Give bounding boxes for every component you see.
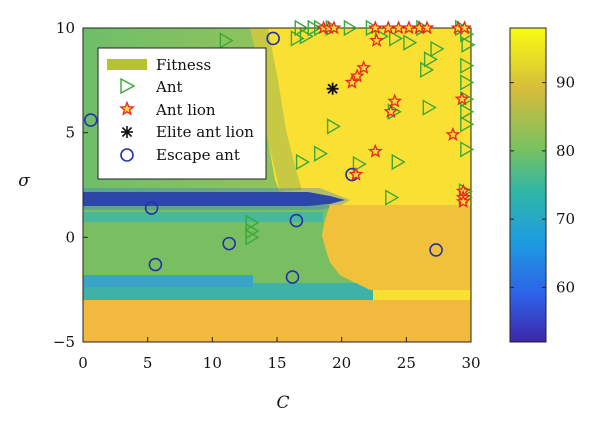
legend-ant-marker xyxy=(120,77,136,95)
region-orange-bottom xyxy=(83,300,471,342)
ant-lion-point xyxy=(348,166,364,181)
ant-point xyxy=(460,74,475,91)
y-axis-label: σ xyxy=(18,171,30,191)
ant-lion-point xyxy=(367,20,383,35)
escape-ant-point xyxy=(83,113,98,127)
legend-elite-label: Elite ant lion xyxy=(156,123,254,141)
ant-point xyxy=(423,51,439,68)
ant-point xyxy=(460,103,475,120)
ant-point xyxy=(313,145,329,162)
legend-fitness-patch xyxy=(107,59,147,70)
ant-lion-point xyxy=(344,74,360,89)
ant-point xyxy=(290,30,305,47)
escape-ant-point xyxy=(148,257,163,272)
ant-lion-point xyxy=(454,91,470,106)
ant-point xyxy=(294,19,309,37)
ant-lion-point xyxy=(445,126,461,142)
ant-lion-point xyxy=(419,20,435,35)
ant-point xyxy=(295,153,310,171)
ant-point xyxy=(219,32,234,49)
escape-ant-point xyxy=(285,270,300,284)
region-orange-right xyxy=(322,205,471,290)
ant-point xyxy=(299,28,314,45)
escape-ant-point xyxy=(429,243,443,257)
escape-ant-point xyxy=(266,31,280,46)
elite-ant-lion-point xyxy=(326,82,339,95)
ant-point xyxy=(391,153,406,171)
legend-escape-marker xyxy=(120,148,134,162)
legend-antlion-label: Ant lion xyxy=(155,101,216,119)
legend-antlion-marker xyxy=(119,100,135,116)
x-tick-label: 10 xyxy=(203,354,222,372)
legend-elite-marker xyxy=(121,126,133,138)
legend-escape-label: Escape ant xyxy=(156,146,240,164)
x-tick-label: 0 xyxy=(78,354,88,372)
ant-lion-point xyxy=(367,143,383,158)
ant-point xyxy=(420,61,435,79)
ant-point xyxy=(460,141,475,158)
ant-lion-point xyxy=(326,20,342,35)
region-blue-band xyxy=(83,275,253,287)
colorbar-tick-label: 90 xyxy=(556,74,575,92)
ant-point xyxy=(388,30,404,47)
ant-point xyxy=(326,118,342,135)
ant-point xyxy=(352,155,367,173)
x-tick-label: 25 xyxy=(397,354,416,372)
ant-lion-point xyxy=(387,93,403,108)
ant-lion-point xyxy=(369,32,384,47)
x-axis-label: C xyxy=(276,393,289,413)
ant-point xyxy=(460,57,475,74)
x-tick-label: 30 xyxy=(461,354,480,372)
escape-ant-point xyxy=(289,213,304,228)
ant-point xyxy=(403,34,418,51)
x-tick-label: 5 xyxy=(143,354,153,372)
escape-ant-point xyxy=(222,236,236,251)
ant-point xyxy=(245,229,260,246)
region-mid-blue xyxy=(83,188,350,210)
legend-fitness-label: Fitness xyxy=(156,56,211,74)
ant-point xyxy=(460,116,475,133)
ant-lion-point xyxy=(349,68,365,83)
ant-lion-point xyxy=(383,103,399,119)
markers xyxy=(83,19,476,284)
y-tick-label: 10 xyxy=(56,19,75,37)
ant-point xyxy=(461,36,476,53)
escape-ant-point xyxy=(144,201,159,215)
colorbar-tick-label: 60 xyxy=(556,278,575,296)
legend-ant-label: Ant xyxy=(155,78,183,96)
ant-point xyxy=(422,99,437,116)
colorbar-ticks: 60 70 80 90 xyxy=(510,74,575,296)
legend: Fitness Ant Ant lion Elite ant lion Esca… xyxy=(97,47,267,180)
x-tick-label: 20 xyxy=(332,354,351,372)
ant-lion-point xyxy=(356,59,372,75)
colorbar-gradient xyxy=(509,27,547,343)
y-axis: −5 0 5 10 xyxy=(53,19,88,351)
y-tick-label: 5 xyxy=(65,124,75,142)
x-axis: 0 5 10 15 20 25 30 xyxy=(78,337,481,372)
ant-lion-point xyxy=(457,20,472,35)
region-teal-1 xyxy=(83,212,323,222)
region-teal-2 xyxy=(83,283,373,300)
ant-point xyxy=(385,189,400,206)
y-tick-label: 0 xyxy=(65,228,75,246)
colorbar: 60 70 80 90 xyxy=(509,27,575,343)
x-tick-label: 15 xyxy=(267,354,286,372)
y-tick-label: −5 xyxy=(53,333,75,351)
colorbar-tick-label: 80 xyxy=(556,142,575,160)
ant-point xyxy=(343,19,358,37)
ant-point xyxy=(430,40,445,58)
legend-star-shape xyxy=(119,100,135,116)
ant-lion-point xyxy=(455,193,471,209)
colorbar-tick-label: 70 xyxy=(556,210,575,228)
ant-point xyxy=(245,214,260,231)
